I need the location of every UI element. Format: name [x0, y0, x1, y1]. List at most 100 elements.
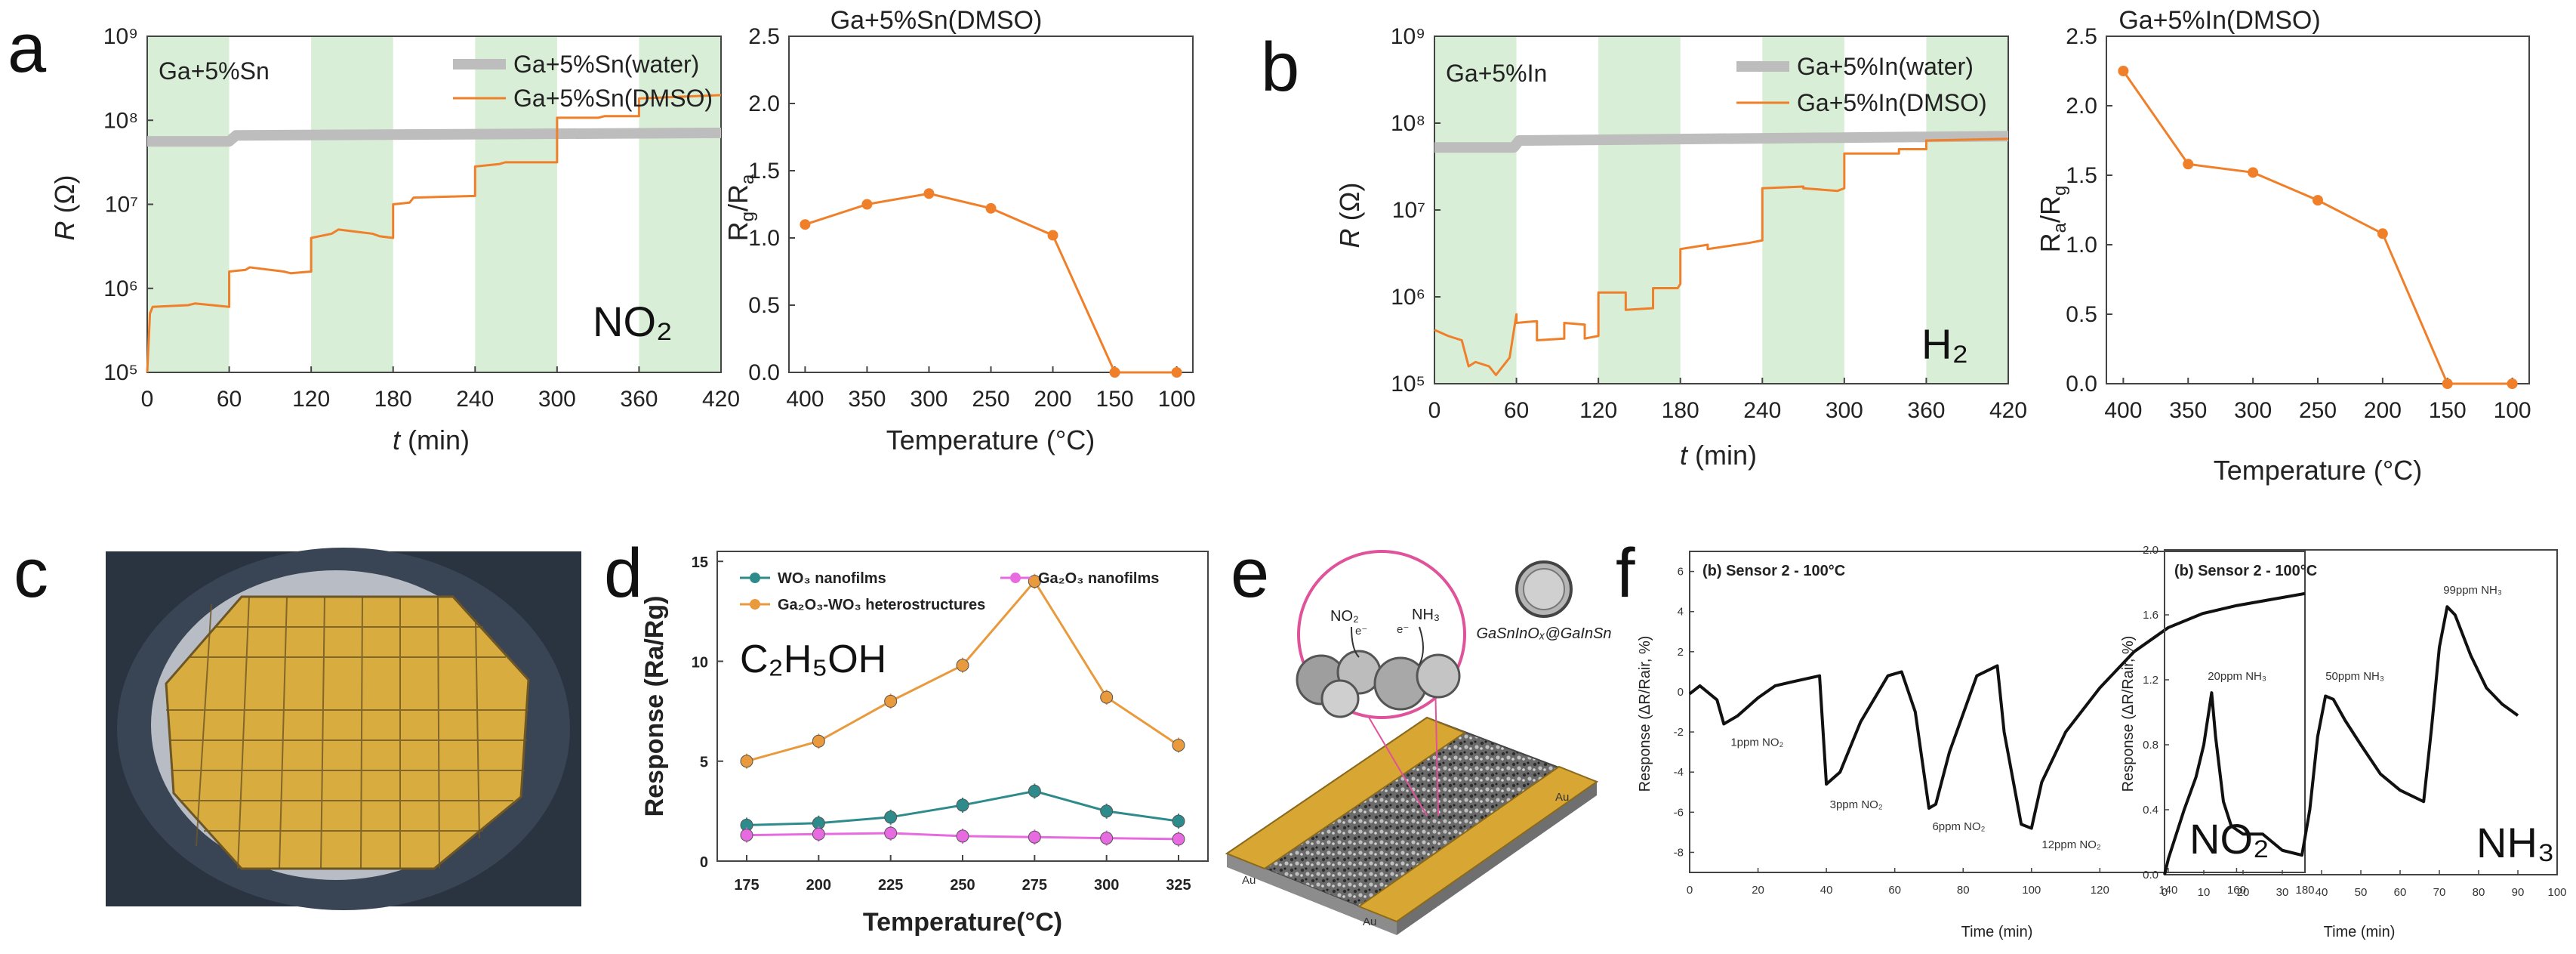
electrode-bottom-label: Au — [1363, 915, 1376, 928]
x-tick-label: 275 — [1022, 877, 1047, 894]
data-point — [1100, 804, 1114, 818]
sensor-schematic: Au Au Au NO₂ NH₃ e⁻ e⁻ GaSnInOₓ@GaInSn — [1225, 550, 1612, 935]
response-line — [2163, 605, 2519, 875]
y-axis-label: Response (ΔR/Rair, %) — [2120, 636, 2137, 792]
x-tick-label: 60 — [1504, 398, 1529, 423]
series-group — [800, 188, 1182, 378]
data-point — [1172, 832, 1185, 846]
tick-group: 175 200 225 250 275 300 325 0 5 10 15 — [692, 554, 1191, 894]
x-axis-label: Temperature (°C) — [2214, 455, 2422, 486]
x-axis-label: t (min) — [1680, 440, 1757, 471]
x-tick-label: 150 — [1096, 387, 1134, 412]
x-tick-label: 0 — [2162, 886, 2168, 899]
y-tick-label: 10⁶ — [1391, 285, 1425, 310]
pad-grid — [166, 596, 528, 869]
y-axis-label: Rg/Ra — [723, 174, 758, 241]
tick-group: 400 350 300 250 200 150 100 0.0 0.5 1.0 1.5 2.0 2.5 — [2066, 24, 2531, 423]
x-tick-label: 100 — [2022, 884, 2041, 897]
data-point — [812, 827, 825, 841]
x-tick-label: 200 — [2364, 398, 2402, 423]
concentration-label: 3ppm NO₂ — [1830, 798, 1883, 811]
y-axis-label: Response (Ra/Rg) — [640, 596, 669, 817]
x-tick-label: 350 — [848, 387, 886, 412]
x-axis-label: Time (min) — [1961, 924, 2033, 940]
x-tick-label: 175 — [734, 877, 759, 894]
electron-arrow — [1419, 626, 1424, 665]
particle-core — [1523, 568, 1565, 610]
y-tick-label: 10⁷ — [105, 193, 138, 218]
data-point — [800, 219, 811, 230]
series-group — [2163, 605, 2519, 875]
gas-label: H₂ — [1921, 320, 1968, 368]
no2-label: NO₂ — [1330, 608, 1359, 625]
concentration-label: 6ppm NO₂ — [1932, 820, 1985, 833]
panel-label-a: a — [8, 10, 47, 87]
x-tick-label: 80 — [2473, 886, 2485, 899]
y-tick-label: 15 — [692, 554, 708, 571]
x-tick-label: 420 — [1989, 398, 2027, 423]
chart-title: Ga+5%In(DMSO) — [2118, 6, 2320, 35]
legend-entry: WO₃ nanofilms — [778, 570, 886, 587]
y-tick-label: 2.0 — [2143, 544, 2158, 557]
response-line — [1688, 591, 2306, 830]
y-tick-label: 1.0 — [2066, 233, 2097, 258]
x-tick-label: 325 — [1166, 877, 1191, 894]
annotation-group: 1ppm NO₂ 3ppm NO₂ 6ppm NO₂ 12ppm NO₂ — [1730, 736, 2101, 851]
x-tick-label: 30 — [2276, 886, 2289, 899]
legend-entry-dmso: Ga+5%In(DMSO) — [1797, 89, 1987, 116]
concentration-label: 1ppm NO₂ — [1730, 736, 1783, 749]
electrode-right — [1357, 765, 1599, 923]
panel-label-b: b — [1261, 29, 1299, 106]
series-line — [804, 192, 1177, 374]
x-tick-label: 300 — [1826, 398, 1863, 423]
x-tick-label: 300 — [910, 387, 948, 412]
band-group — [147, 36, 721, 372]
band-group — [1434, 36, 2008, 384]
concentration-label: 12ppm NO₂ — [2041, 838, 2101, 851]
x-tick-label: 350 — [2169, 398, 2207, 423]
y-tick-label: 10⁹ — [103, 24, 138, 49]
electrode-left — [1225, 716, 1467, 870]
data-point — [740, 755, 753, 768]
x-tick-label: 60 — [1888, 884, 1901, 897]
x-tick-label: 180 — [374, 387, 412, 412]
data-point — [956, 798, 969, 812]
x-tick-label: 180 — [1662, 398, 1699, 423]
concentration-label: 99ppm NH₃ — [2443, 584, 2502, 597]
data-point — [1172, 739, 1185, 752]
x-tick-label: 180 — [2295, 884, 2314, 897]
analyte-label: C₂H₅OH — [740, 638, 886, 681]
substrate-side — [1227, 854, 1397, 935]
legend-entry: Ga₂O₃-WO₃ heterostructures — [778, 597, 985, 613]
data-point — [1047, 230, 1058, 241]
y-tick-label: 6 — [1678, 566, 1684, 579]
data-point — [1028, 784, 1041, 798]
substrate-front — [1397, 782, 1597, 935]
y-tick-label: 0.4 — [2143, 804, 2158, 817]
x-tick-label: 225 — [878, 877, 903, 894]
nh3-label: NH₃ — [1412, 607, 1440, 623]
y-tick-label: 10⁶ — [103, 276, 138, 301]
x-tick-label: 250 — [972, 387, 1009, 412]
exposure-band — [1762, 36, 1844, 384]
concentration-label: 50ppm NH₃ — [2325, 670, 2384, 683]
electron-label: e⁻ — [1355, 625, 1367, 638]
x-tick-label: 120 — [2091, 884, 2109, 897]
data-point — [956, 829, 969, 843]
y-tick-label: -6 — [1674, 806, 1684, 819]
y-tick-label: 1.5 — [2066, 163, 2097, 188]
x-tick-label: 100 — [2494, 398, 2531, 423]
y-tick-label: -4 — [1674, 766, 1684, 779]
y-tick-label: 1.0 — [748, 226, 780, 251]
tick-group: 400 350 300 250 200 150 100 0.0 0.5 1.0 1.5 2.0 2.5 — [748, 24, 1195, 412]
series-line-orange — [146, 94, 722, 373]
x-tick-label: 250 — [2299, 398, 2337, 423]
x-tick-label: 200 — [1034, 387, 1072, 412]
data-point — [884, 826, 898, 840]
electron-label: e⁻ — [1397, 623, 1409, 636]
chart-f-left: (b) Sensor 2 - 100°C 0 20 40 60 80 100 120 140 1… — [1637, 551, 2315, 940]
y-tick-label: 10 — [692, 654, 708, 671]
x-tick-label: 100 — [2547, 886, 2566, 899]
data-point — [2442, 378, 2453, 389]
